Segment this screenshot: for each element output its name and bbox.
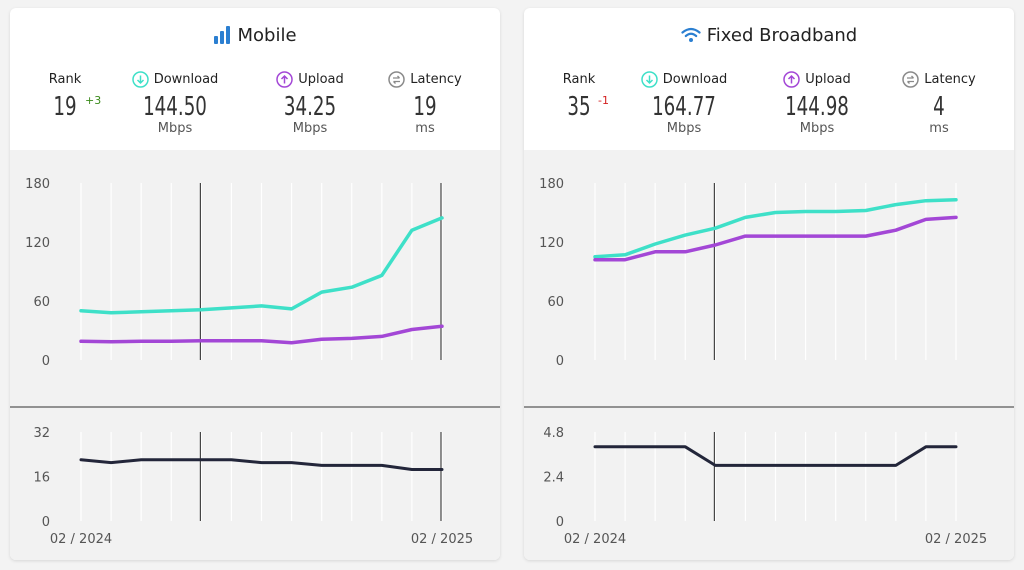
upload-stat: Upload 34.25 Mbps <box>260 68 360 136</box>
download-stat: Download 164.77 Mbps <box>634 68 734 136</box>
latency-unit: ms <box>415 121 435 136</box>
upload-value: 34.25 <box>283 92 337 122</box>
series-line-upload <box>593 215 958 262</box>
panel-title-text: Mobile <box>237 24 297 46</box>
series-line-download <box>593 197 958 259</box>
wifi-icon <box>681 27 701 42</box>
latency-stat: Latency 19 ms <box>380 68 470 136</box>
x-tick-label: 02 / 2024 <box>50 532 112 547</box>
stats-row: Rank 19 +3 Download 144.50 Mbps Upload 3… <box>10 68 500 154</box>
y-tick-label: 120 <box>539 236 564 251</box>
x-tick-label: 02 / 2024 <box>564 532 626 547</box>
panel-title-mobile: Mobile <box>10 22 500 48</box>
upload-stat: Upload 144.98 Mbps <box>767 68 867 136</box>
latency-value: 4 <box>933 92 945 122</box>
download-label: Download <box>153 71 219 87</box>
y-tick-label: 0 <box>42 354 50 369</box>
latency-icon <box>902 70 920 88</box>
y-tick-label: 60 <box>33 295 50 310</box>
x-tick-label: 02 / 2025 <box>925 532 987 547</box>
latency-value: 19 <box>413 92 437 122</box>
y-tick-label: 16 <box>33 471 50 486</box>
y-tick-label: 180 <box>25 177 50 192</box>
y-tick-label: 0 <box>556 354 564 369</box>
series-line-upload <box>79 324 444 345</box>
download-label: Download <box>662 71 728 87</box>
download-unit: Mbps <box>157 121 193 136</box>
rank-stat: Rank 35 <box>544 68 614 123</box>
rank-label: Rank <box>48 71 82 87</box>
upload-icon <box>276 70 293 88</box>
upload-value: 144.98 <box>785 92 849 122</box>
stats-row: Rank 35 -1 Download 164.77 Mbps Upload 1… <box>524 68 1014 154</box>
upload-unit: Mbps <box>799 121 835 136</box>
upload-label: Upload <box>805 71 851 87</box>
download-icon <box>640 70 658 88</box>
upload-label: Upload <box>298 71 344 87</box>
y-tick-label: 0 <box>42 515 50 530</box>
latency-icon <box>388 70 406 88</box>
upload-unit: Mbps <box>292 121 328 136</box>
download-value: 164.77 <box>652 92 716 122</box>
y-tick-label: 180 <box>539 177 564 192</box>
rank-stat: Rank 19 <box>30 68 100 123</box>
y-tick-label: 32 <box>33 426 50 441</box>
latency-label: Latency <box>924 71 976 87</box>
y-tick-label: 120 <box>25 236 50 251</box>
series-line-latency <box>593 445 958 467</box>
fixed-broadband-panel: Fixed Broadband Rank 35 -1 Download 164.… <box>524 8 1014 560</box>
latency-stat: Latency 4 ms <box>894 68 984 136</box>
signal-bars-icon <box>214 26 231 44</box>
series-line-latency <box>79 458 444 471</box>
mobile-panel: Mobile Rank 19 +3 Download 144.50 Mbps U… <box>10 8 500 560</box>
rank-value: 19 <box>53 92 77 122</box>
upload-icon <box>783 70 800 88</box>
download-stat: Download 144.50 Mbps <box>125 68 225 136</box>
series-line-download <box>79 216 444 315</box>
chart-area-fixed: 180 120 60 0 4.8 2.4 0 02 / 2024 02 / 2025 <box>524 150 1014 560</box>
panel-title-fixed: Fixed Broadband <box>524 22 1014 48</box>
download-unit: Mbps <box>666 121 702 136</box>
y-tick-label: 60 <box>547 295 564 310</box>
y-tick-label: 4.8 <box>543 426 564 441</box>
y-tick-label: 0 <box>556 515 564 530</box>
latency-unit: ms <box>929 121 949 136</box>
rank-value: 35 <box>567 92 591 122</box>
panel-title-text: Fixed Broadband <box>706 24 858 46</box>
rank-label: Rank <box>562 71 596 87</box>
chart-area-mobile: 180 120 60 0 32 16 0 02 / 2024 02 / 2025 <box>10 150 500 560</box>
rank-change-badge: +3 <box>85 94 102 107</box>
download-icon <box>131 70 149 88</box>
download-value: 144.50 <box>143 92 207 122</box>
rank-change-badge: -1 <box>598 94 609 107</box>
x-tick-label: 02 / 2025 <box>411 532 473 547</box>
latency-label: Latency <box>410 71 462 87</box>
y-tick-label: 2.4 <box>543 471 564 486</box>
